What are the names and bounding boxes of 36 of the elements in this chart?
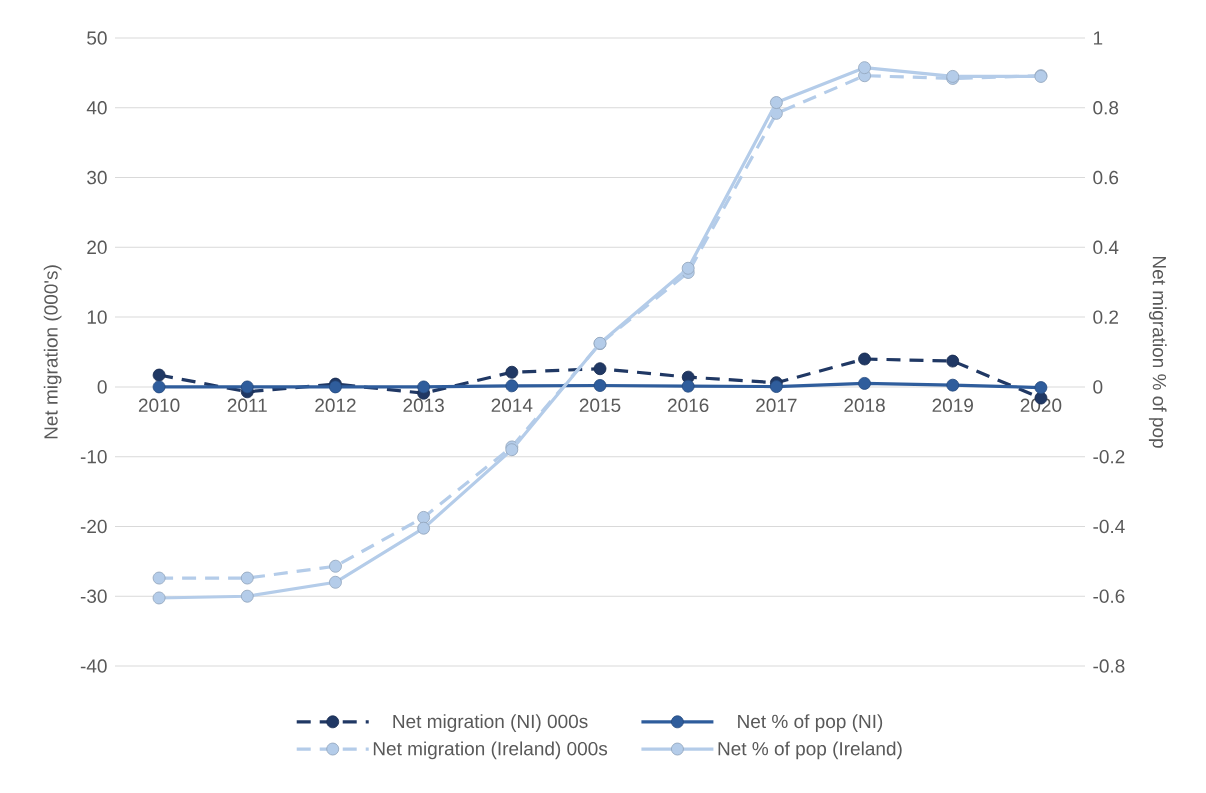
legend-label: Net % of pop (Ireland) [718,741,902,760]
x-tick-label: 2016 [668,398,709,413]
y-tick-label: 10 [87,310,107,324]
y-tick-label: 40 [86,101,107,115]
y2-tick-label: 1 [1093,31,1103,45]
y2-tick-label: 0.8 [1093,101,1119,115]
y-tick-label: -30 [80,589,107,603]
y-tick-label: 0 [97,380,107,394]
x-tick-label: 2010 [138,398,180,413]
y-axis-title: Net migration (000's) [43,265,62,439]
y2-tick-label: 0.4 [1093,240,1119,255]
y-tick-label: 50 [87,31,107,45]
y-tick-label: -40 [80,659,107,673]
x-tick-label: 2011 [227,398,267,413]
y2-tick-label: 0.2 [1093,310,1119,324]
legend-label: Net % of pop (NI) [738,714,883,732]
y2-axis-title: Net migration % of pop [1148,256,1167,448]
x-tick-label: 2018 [844,398,885,413]
x-tick-label: 2014 [491,398,533,413]
y2-tick-label: 0.6 [1093,170,1119,185]
x-tick-label: 2013 [403,398,444,413]
y-tick-label: 30 [87,170,107,185]
y-tick-label: 20 [87,240,107,255]
legend-label: Net migration (Ireland) 000s [373,741,608,760]
x-tick-label: 2015 [579,398,621,413]
y2-tick-label: 0 [1093,380,1103,394]
y2-tick-label: -0.2 [1093,449,1125,464]
y2-tick-label: -0.6 [1093,589,1125,603]
y2-tick-label: -0.8 [1093,659,1125,673]
y-tick-label: -20 [80,519,107,534]
x-tick-label: 2017 [756,398,797,413]
x-tick-label: 2012 [315,398,356,413]
legend-label: Net migration (NI) 000s [393,714,588,732]
x-tick-label: 2019 [932,398,973,413]
y2-tick-label: -0.4 [1093,519,1125,534]
y-tick-label: -10 [80,449,107,464]
